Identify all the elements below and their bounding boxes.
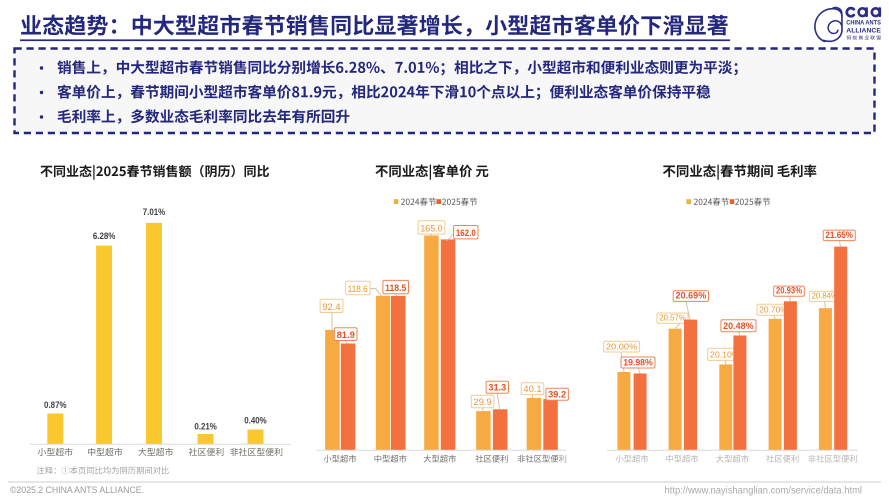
svg-text:20.00%: 20.00% [606, 341, 638, 351]
svg-text:7.01%: 7.01% [143, 207, 166, 217]
svg-text:92.4: 92.4 [322, 302, 340, 312]
svg-text:19.98%: 19.98% [623, 357, 653, 367]
svg-text:20.48%: 20.48% [723, 321, 754, 331]
svg-text:118.5: 118.5 [385, 283, 407, 294]
svg-text:20.70%: 20.70% [759, 305, 788, 315]
svg-text:6.28%: 6.28% [93, 231, 116, 241]
svg-text:20.57%: 20.57% [659, 313, 686, 323]
svg-text:118.6: 118.6 [348, 284, 368, 294]
svg-text:39.2: 39.2 [548, 390, 566, 401]
svg-text:0.87%: 0.87% [44, 400, 67, 410]
svg-text:0.21%: 0.21% [194, 422, 217, 432]
svg-text:40.1: 40.1 [523, 384, 541, 394]
svg-text:20.69%: 20.69% [676, 291, 707, 301]
svg-text:21.65%: 21.65% [825, 230, 853, 240]
svg-text:165.0: 165.0 [420, 223, 442, 233]
svg-text:http://www.nayishanglian.com/s: http://www.nayishanglian.com/service/dat… [665, 486, 863, 497]
svg-text:162.0: 162.0 [456, 228, 476, 239]
svg-text:CHINA ANTS: CHINA ANTS [846, 19, 881, 26]
svg-text:31.3: 31.3 [488, 383, 506, 394]
svg-text:20.93%: 20.93% [776, 286, 802, 296]
svg-text:81.9: 81.9 [337, 330, 355, 341]
svg-text:©2025.2 CHINA ANTS ALLIANCE.: ©2025.2 CHINA ANTS ALLIANCE. [10, 485, 144, 496]
svg-text:20.10%: 20.10% [710, 350, 740, 360]
svg-text:29.9: 29.9 [474, 397, 492, 407]
svg-text:0.40%: 0.40% [244, 416, 267, 426]
svg-text:ALLIANCE: ALLIANCE [846, 28, 881, 35]
svg-text:20.84%: 20.84% [812, 291, 838, 301]
